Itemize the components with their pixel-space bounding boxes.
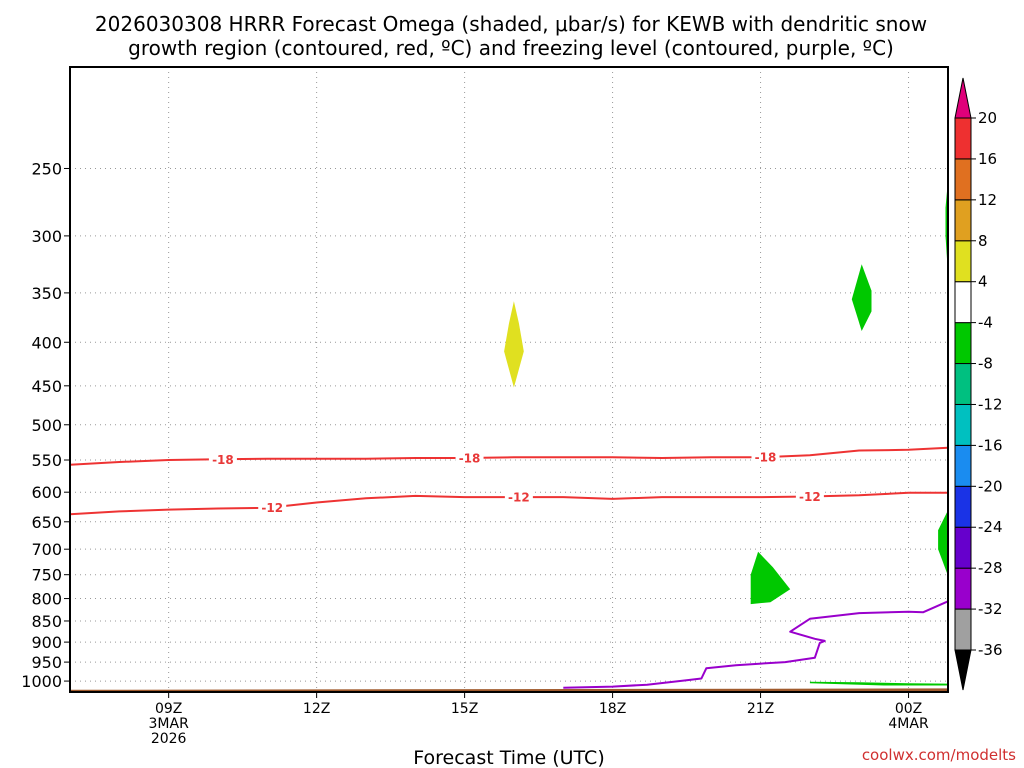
colorbar-label--12: -12 — [978, 395, 1003, 413]
colorbar-box--32-to--28 — [954, 567, 972, 610]
contour-label-0-1: -18 — [459, 451, 481, 465]
x-tick-label-00Z-0: 00Z — [895, 701, 922, 717]
colorbar-label--36: -36 — [978, 641, 1003, 659]
y-tick-label-900: 900 — [31, 633, 62, 652]
colorbar-label-16: 16 — [978, 150, 997, 168]
colorbar-box-8-to-12 — [954, 199, 972, 242]
grid — [70, 67, 948, 692]
colorbar-label--32: -32 — [978, 600, 1003, 618]
y-tick-label-800: 800 — [31, 590, 62, 609]
y-tick-label-350: 350 — [31, 284, 62, 303]
x-tick-label-15Z-0: 15Z — [451, 701, 478, 717]
contour-label-bg-1-1 — [504, 490, 533, 505]
contour-label-bg-0-2 — [751, 450, 780, 465]
omega-region-1 — [851, 264, 872, 331]
y-tick-label-250: 250 — [31, 159, 62, 178]
y-tick-label-650: 650 — [31, 513, 62, 532]
colorbar-label--20: -20 — [978, 477, 1003, 495]
y-tick-label-700: 700 — [31, 540, 62, 559]
y-tick-label-1000: 1000 — [21, 672, 62, 691]
colorbar-label-12: 12 — [978, 191, 997, 209]
plot-frame — [69, 66, 949, 693]
colorbar-box--8-to--4 — [954, 322, 972, 365]
y-tick-label-750: 750 — [31, 566, 62, 585]
contour-label-1-0: -12 — [261, 501, 283, 515]
colorbar-box--12-to--8 — [954, 363, 972, 405]
colorbar-box-16-to-20 — [954, 117, 972, 160]
contour-label-bg-1-0 — [258, 500, 287, 515]
x-tick-label-09Z-1: 3MAR — [149, 716, 190, 732]
x-tick-label-00Z-1: 4MAR — [888, 716, 929, 732]
contour-label-0-2: -18 — [755, 451, 777, 465]
contour-label-1-1: -12 — [508, 491, 530, 505]
contours — [69, 446, 949, 689]
y-axis-ticks: 250 300 350 400 450 500 550 600 650 700 750 800 850 9… — [21, 159, 70, 691]
contour-label-bg-0-1 — [455, 450, 484, 465]
colorbar-label--28: -28 — [978, 559, 1003, 577]
x-tick-label-09Z-0: 09Z — [155, 701, 182, 717]
omega-region-4 — [750, 551, 791, 605]
colorbar-label--8: -8 — [978, 355, 993, 373]
colorbar-box--16-to--12 — [954, 403, 972, 446]
omega-region-7 — [809, 681, 948, 686]
x-tick-label-18Z-0: 18Z — [599, 701, 626, 717]
x-axis-label: Forecast Time (UTC) — [413, 747, 604, 768]
colorbar-box-4-to-8 — [954, 240, 972, 283]
y-tick-label-950: 950 — [31, 653, 62, 672]
title-line-2: growth region (contoured, red, ºC) and f… — [128, 36, 894, 60]
omega-region-3 — [938, 510, 948, 576]
contour-label-1-2: -12 — [799, 490, 821, 504]
colorbar-box-12-to-16 — [954, 158, 972, 201]
y-tick-label-600: 600 — [31, 483, 62, 502]
credit-text: coolwx.com/modelts — [862, 746, 1016, 764]
omega-shading — [504, 180, 948, 686]
colorbar-label--24: -24 — [978, 518, 1003, 536]
y-tick-label-450: 450 — [31, 377, 62, 396]
y-tick-label-400: 400 — [31, 333, 62, 352]
colorbar-box--36-to--32 — [954, 608, 972, 651]
colorbar: -36 -32 -28 -24 -20 -16 -12 -8 -4 4 8 12 16 20 — [954, 77, 1003, 691]
y-tick-label-500: 500 — [31, 416, 62, 435]
contour-line-0 — [69, 446, 949, 466]
colorbar-box--4-to-4 — [954, 281, 972, 324]
x-tick-label-21Z-0: 21Z — [747, 701, 774, 717]
title-line-1: 2026030308 HRRR Forecast Omega (shaded, … — [95, 12, 927, 36]
plot-area: -18 -18 -18 -12 -12 -12 — [69, 66, 949, 693]
contour-label-bg-1-2 — [795, 489, 824, 504]
y-tick-label-850: 850 — [31, 612, 62, 631]
y-tick-label-550: 550 — [31, 451, 62, 470]
colorbar-box--24-to--20 — [954, 485, 972, 528]
x-tick-label-12Z-0: 12Z — [303, 701, 330, 717]
colorbar-box--28-to--24 — [954, 526, 972, 569]
contour-label-0-0: -18 — [212, 453, 234, 467]
colorbar-label-20: 20 — [978, 109, 997, 127]
contour-line-2 — [563, 600, 949, 689]
colorbar-label-4: 4 — [978, 273, 988, 291]
colorbar-box--20-to--16 — [954, 444, 972, 487]
contour-labels: -18 -18 -18 -12 -12 -12 — [208, 450, 824, 515]
colorbar-extend-high — [954, 77, 972, 119]
chart-title: 2026030308 HRRR Forecast Omega (shaded, … — [95, 12, 927, 60]
colorbar-label--4: -4 — [978, 314, 993, 332]
colorbar-label-8: 8 — [978, 232, 988, 250]
omega-region-0 — [504, 301, 524, 388]
y-tick-label-300: 300 — [31, 227, 62, 246]
contour-label-bg-0-0 — [208, 452, 237, 467]
x-tick-label-09Z-2: 2026 — [151, 731, 187, 747]
colorbar-label--16: -16 — [978, 436, 1003, 454]
colorbar-extend-low — [954, 649, 972, 691]
